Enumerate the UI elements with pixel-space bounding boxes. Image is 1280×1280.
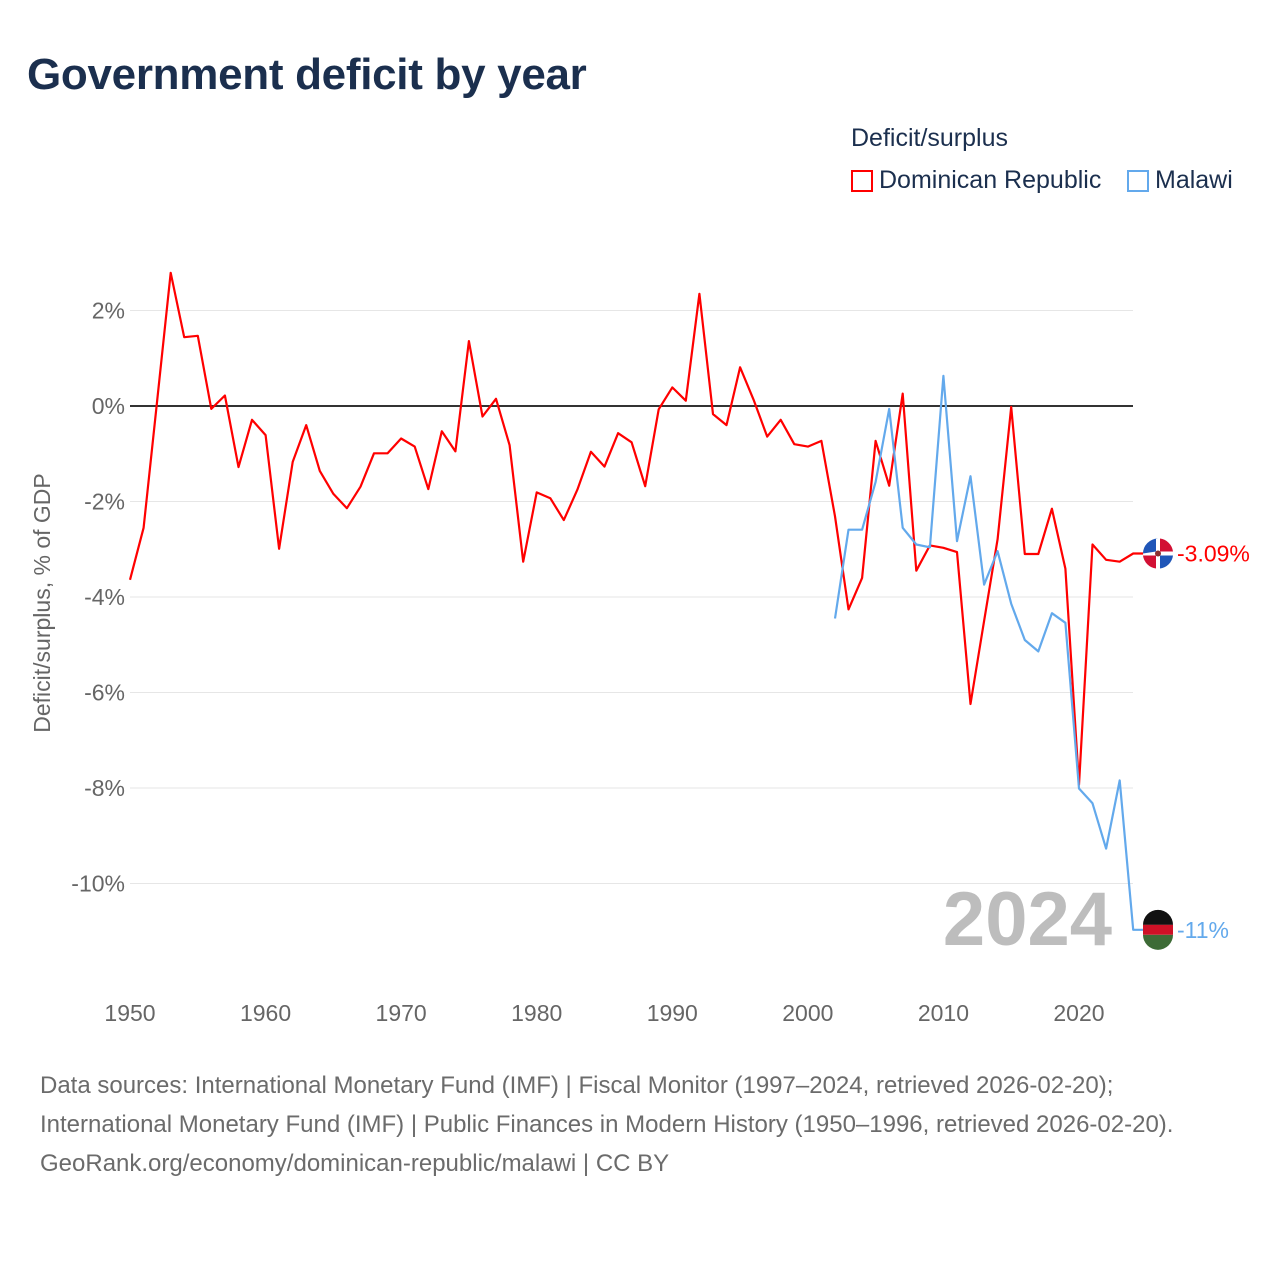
end-value-label: -11% [1177, 917, 1229, 943]
x-tick-label: 2010 [918, 1000, 969, 1026]
y-tick-label: -6% [84, 680, 125, 706]
y-tick-label: -2% [84, 489, 125, 515]
flag-stripe [1143, 934, 1174, 950]
flag-quadrant [1160, 538, 1173, 552]
x-tick-label: 1950 [104, 1000, 155, 1026]
y-tick-label: 0% [92, 393, 125, 419]
flag-quadrant [1160, 555, 1173, 569]
footer: Data sources: International Monetary Fun… [40, 1066, 1240, 1183]
y-tick-label: 2% [92, 298, 125, 324]
y-axis-label: Deficit/surplus, % of GDP [29, 473, 55, 732]
legend-item-dominican-republic[interactable]: Dominican Republic [851, 166, 1101, 195]
y-tick-label: -4% [84, 584, 125, 610]
x-tick-label: 1970 [376, 1000, 427, 1026]
legend-swatch-icon [851, 169, 873, 192]
x-tick-label: 2000 [782, 1000, 833, 1026]
legend-label: Malawi [1155, 166, 1233, 194]
series-line-dominican-republic [128, 271, 1148, 786]
source-link[interactable]: GeoRank.org/economy/dominican-republic/m… [40, 1150, 670, 1177]
flag-quadrant [1143, 538, 1158, 554]
legend-label: Dominican Republic [879, 166, 1102, 194]
x-tick-label: 1980 [511, 1000, 562, 1026]
y-tick-label: -10% [71, 871, 125, 897]
end-value-label: -3.09% [1177, 541, 1250, 567]
data-sources: Data sources: International Monetary Fun… [40, 1072, 1174, 1138]
flag-emblem [1155, 550, 1161, 557]
legend-swatch-icon [1127, 169, 1149, 192]
year-watermark: 2024 [943, 877, 1112, 962]
page-title: Government deficit by year [27, 50, 587, 99]
legend-title: Deficit/surplus [851, 124, 1008, 152]
x-tick-label: 2020 [1053, 1000, 1104, 1026]
flag-quadrant [1143, 555, 1156, 569]
flag-stripe [1143, 924, 1173, 935]
y-tick-label: -8% [84, 775, 125, 801]
x-tick-label: 1990 [647, 1000, 698, 1026]
x-tick-label: 1960 [240, 1000, 291, 1026]
series-line-malawi [833, 374, 1148, 931]
malawi-flag-icon [1143, 909, 1173, 925]
legend-item-malawi[interactable]: Malawi [1127, 166, 1233, 195]
